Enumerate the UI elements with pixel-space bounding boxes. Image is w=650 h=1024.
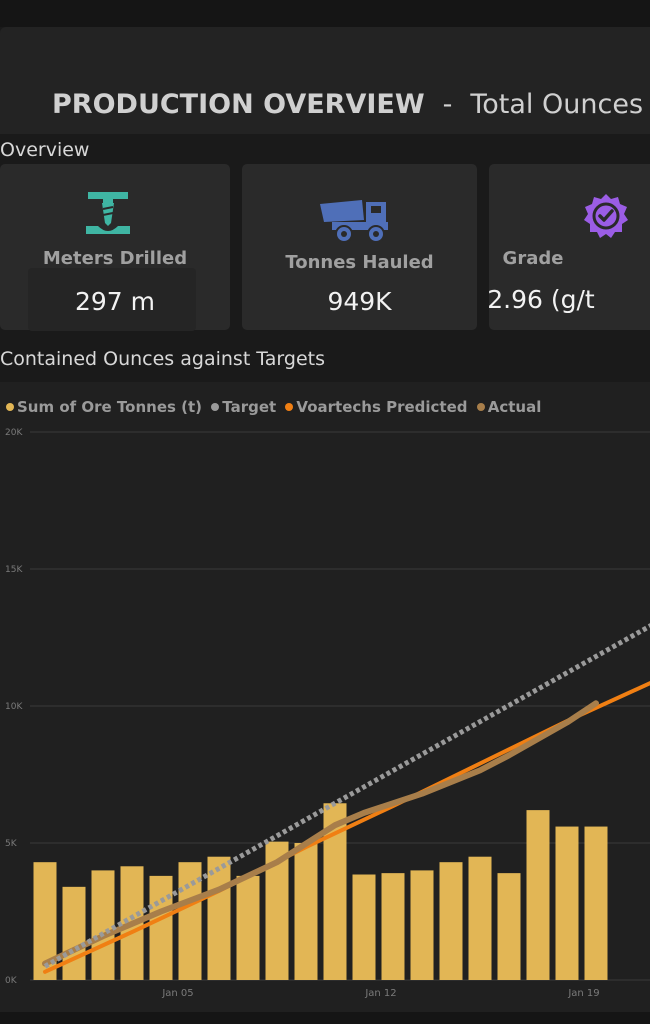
- card-label: Meters Drilled: [42, 248, 188, 269]
- ore-tonnes-bar: [91, 870, 115, 980]
- legend-item-target[interactable]: Target: [211, 398, 276, 416]
- title-separator: -: [442, 89, 453, 120]
- page-title: PRODUCTION OVERVIEW - Total Ounces: [52, 89, 643, 120]
- chart-legend: Sum of Ore Tonnes (t) Target Voartechs P…: [6, 398, 545, 416]
- kpi-card-meters-drilled[interactable]: Meters Drilled 297 m: [0, 164, 230, 331]
- bottom-strip: [0, 1012, 650, 1024]
- card-value: 297 m: [74, 287, 156, 316]
- legend-swatch: [211, 403, 220, 411]
- x-tick-label: Jan 19: [567, 988, 599, 999]
- ore-tonnes-bar: [381, 873, 405, 980]
- actual-series-line: [42, 700, 599, 967]
- overview-section-label: Overview: [0, 139, 90, 161]
- contained-ounces-chart[interactable]: 0K 5K 10K 15K 20K Jan 05 Jan 12 Jan 19: [0, 382, 650, 1012]
- legend-swatch: [6, 403, 14, 411]
- page-title-main: PRODUCTION OVERVIEW: [52, 89, 425, 120]
- ore-tonnes-bar: [439, 862, 463, 980]
- ore-tonnes-bar: [526, 810, 550, 980]
- page-subtitle: Total Ounces: [470, 89, 644, 120]
- ore-tonnes-bar: [555, 826, 579, 980]
- legend-label: Actual: [487, 398, 542, 416]
- ore-tonnes-bar: [178, 862, 202, 980]
- ore-tonnes-bar: [149, 875, 173, 980]
- drill-icon: [86, 192, 130, 234]
- legend-label: Voartechs Predicted: [296, 398, 468, 416]
- y-tick-label: 10K: [5, 702, 23, 712]
- ore-tonnes-bar: [497, 873, 521, 980]
- ore-tonnes-bar: [265, 841, 289, 980]
- ore-tonnes-bar: [62, 886, 86, 980]
- card-value-box: [28, 268, 196, 331]
- ore-tonnes-bar: [33, 862, 57, 980]
- legend-item-actual[interactable]: Actual: [476, 398, 542, 416]
- card-label: Tonnes Hauled: [285, 252, 434, 273]
- target-series-line: [43, 623, 650, 969]
- y-tick-label: 15K: [5, 565, 23, 575]
- ore-tonnes-bar: [352, 874, 376, 980]
- kpi-card-tonnes-hauled[interactable]: Tonnes Hauled 949K: [242, 164, 477, 330]
- y-tick-label: 5K: [5, 839, 18, 849]
- ore-tonnes-bar: [584, 826, 608, 980]
- legend-item-predicted[interactable]: Voartechs Predicted: [285, 398, 468, 416]
- kpi-card-grade[interactable]: Grade 2.96 (g/t: [487, 164, 650, 330]
- legend-label: Sum of Ore Tonnes (t): [17, 398, 203, 416]
- badge-check-icon: [584, 194, 628, 238]
- y-tick-label: 0K: [5, 976, 18, 986]
- card-value: 949K: [327, 287, 392, 316]
- ore-tonnes-bar: [410, 870, 434, 980]
- ore-tonnes-bar: [236, 875, 260, 980]
- y-tick-label: 20K: [5, 428, 23, 438]
- x-tick-label: Jan 05: [161, 988, 193, 999]
- x-tick-label: Jan 12: [364, 988, 396, 999]
- legend-item-ore-tonnes[interactable]: Sum of Ore Tonnes (t): [6, 398, 202, 416]
- card-label: Grade: [502, 248, 564, 269]
- legend-swatch: [476, 403, 485, 411]
- haul-truck-icon: [320, 200, 388, 243]
- legend-swatch: [285, 403, 294, 411]
- ore-tonnes-bar: [468, 856, 492, 980]
- ore-tonnes-bar: [323, 803, 347, 980]
- ore-tonnes-bar: [294, 843, 318, 980]
- title-panel: PRODUCTION OVERVIEW - Total Ounces: [0, 27, 650, 134]
- legend-label: Target: [222, 398, 277, 416]
- top-bar: [0, 0, 650, 27]
- chart-section-label: Contained Ounces against Targets: [0, 348, 325, 370]
- card-value: 2.96 (g/t: [487, 285, 595, 314]
